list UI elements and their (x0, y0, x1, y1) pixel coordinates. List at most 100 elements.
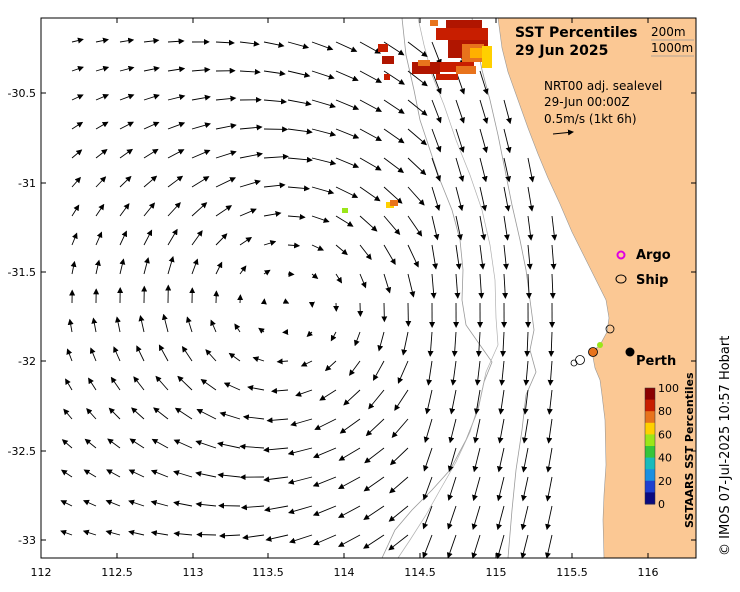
current-arrow (472, 476, 481, 502)
current-arrow (242, 534, 265, 541)
current-arrow (471, 505, 481, 530)
current-arrow (548, 331, 555, 357)
imos-credit: © IMOS 07-Jul-2025 10:57 Hobart (718, 336, 733, 556)
current-arrow (549, 273, 556, 299)
current-arrow (431, 70, 442, 95)
current-source: NRT00 adj. sealevel (544, 79, 662, 93)
current-arrow (71, 204, 80, 217)
current-arrow (119, 258, 126, 275)
current-arrow (407, 70, 428, 87)
x-tick-label: 115 (486, 566, 507, 579)
current-arrow (503, 99, 512, 125)
current-arrow (150, 499, 169, 507)
current-arrow (407, 215, 423, 237)
x-tick-label: 112.5 (101, 566, 133, 579)
current-arrow (161, 313, 169, 333)
current-arrow (217, 441, 241, 449)
contour-1000m-b (397, 17, 499, 559)
current-arrow (205, 349, 217, 362)
ship-label: Ship (636, 273, 668, 288)
current-arrow (300, 360, 313, 367)
colorbar-segment (645, 469, 655, 482)
current-arrow (119, 121, 134, 130)
current-arrow (71, 176, 81, 188)
map-date: 29 Jun 2025 (515, 43, 608, 59)
current-arrow (263, 98, 287, 105)
current-arrow (290, 418, 313, 427)
current-arrow (343, 389, 361, 406)
current-arrow (526, 244, 533, 270)
current-arrow (143, 202, 156, 217)
x-tick-label: 115.5 (556, 566, 588, 579)
colorbar-tick-label: 80 (658, 405, 672, 418)
current-arrow (407, 244, 419, 268)
current-arrow (495, 534, 505, 560)
current-arrow (128, 499, 145, 507)
current-arrow (181, 345, 193, 362)
current-arrow (521, 447, 529, 473)
current-arrow (191, 176, 210, 188)
current-arrow (215, 95, 237, 102)
current-arrow (431, 215, 440, 241)
current-arrow (263, 240, 277, 246)
current-arrow (105, 499, 121, 507)
current-arrow (335, 128, 360, 139)
current-arrow (133, 376, 145, 391)
current-arrow (349, 360, 361, 376)
argo-label: Argo (636, 248, 671, 263)
current-arrow (335, 273, 343, 284)
current-arrow (479, 244, 486, 270)
current-arrow (263, 446, 289, 453)
current-arrow (107, 438, 121, 449)
current-arrow (314, 418, 337, 430)
current-arrow (66, 348, 73, 362)
current-arrow (173, 439, 193, 449)
current-arrow (479, 128, 489, 154)
current-arrow (71, 94, 84, 101)
current-arrow (95, 94, 110, 101)
colorbar: 100 80 60 40 20 0 (644, 382, 679, 511)
current-arrow (215, 233, 228, 246)
current-arrow (119, 230, 127, 246)
current-arrow (173, 500, 193, 507)
sst-patches (342, 20, 492, 213)
current-arrow (108, 407, 121, 420)
current-arrow (422, 505, 433, 530)
current-arrow (422, 534, 433, 559)
current-arrow (479, 99, 489, 124)
current-arrow (263, 269, 271, 276)
current-arrow (287, 213, 306, 220)
current-arrow (311, 157, 337, 166)
y-tick-label: -31.5 (8, 266, 36, 279)
current-arrow (383, 244, 396, 265)
current-arrow (88, 377, 97, 391)
colorbar-tick-label: 40 (658, 452, 672, 465)
current-arrow (546, 418, 553, 444)
current-arrow (383, 157, 405, 173)
current-arrow (330, 331, 337, 342)
current-arrow (338, 447, 361, 461)
current-arrow (364, 447, 385, 464)
x-axis: 112 112.5 113 113.5 114 114.5 115 115.5 116 (31, 18, 659, 579)
current-arrow (424, 389, 433, 415)
current-arrow (455, 128, 465, 153)
current-arrow (287, 242, 301, 249)
current-arrow (252, 356, 265, 362)
colorbar-segment (645, 457, 655, 470)
contour-200m (471, 17, 537, 559)
current-arrow (83, 469, 97, 478)
current-arrow (422, 476, 433, 501)
current-arrow (95, 37, 109, 44)
current-arrow (335, 70, 359, 82)
current-arrow (359, 128, 382, 141)
current-arrow (479, 157, 488, 183)
current-arrow (167, 228, 178, 246)
current-arrow (60, 500, 73, 507)
current-arrow (472, 447, 481, 473)
current-arrow (136, 345, 145, 362)
current-arrow (191, 202, 208, 217)
current-arrow (478, 273, 485, 299)
current-arrow (407, 128, 427, 146)
current-arrow (287, 156, 313, 163)
current-arrow (499, 360, 506, 386)
